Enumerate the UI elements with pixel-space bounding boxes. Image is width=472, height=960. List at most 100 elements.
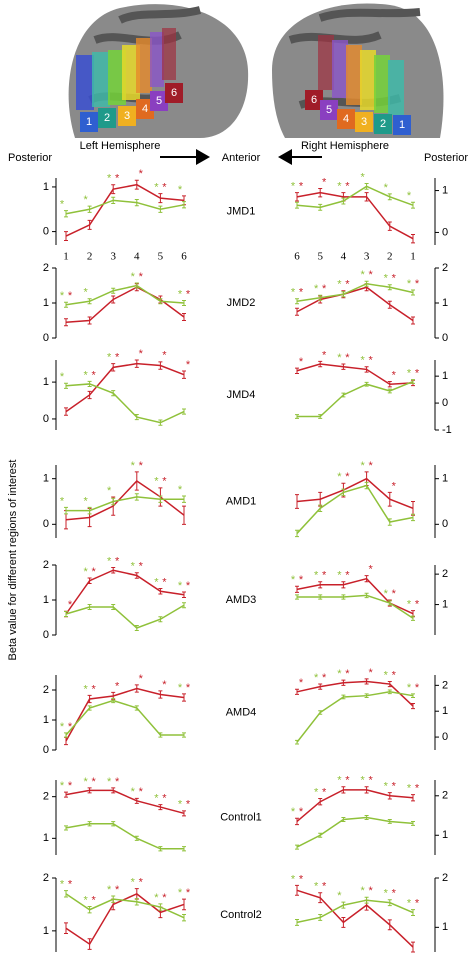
region-box <box>305 90 323 110</box>
significance-star: * <box>392 781 397 793</box>
error-bar <box>364 693 369 698</box>
error-bar <box>387 899 392 907</box>
error-bar <box>341 363 346 370</box>
significance-star: * <box>360 775 365 787</box>
significance-star: * <box>314 881 319 893</box>
x-tick-label: 6 <box>181 251 187 263</box>
significance-star: * <box>131 786 136 798</box>
significance-star: * <box>60 495 65 507</box>
significance-star: * <box>178 184 183 196</box>
significance-star: * <box>322 349 327 361</box>
error-bar <box>295 817 299 826</box>
error-bar <box>111 295 116 304</box>
error-bar <box>87 787 92 794</box>
series-line <box>296 789 414 823</box>
y-tick-label: 2 <box>442 568 448 580</box>
significance-star: * <box>337 668 342 680</box>
significance-star: * <box>83 683 88 695</box>
significance-star: * <box>345 471 350 483</box>
significance-star: * <box>60 371 65 383</box>
error-bar <box>318 414 323 419</box>
error-bar <box>341 392 346 398</box>
significance-star: * <box>60 199 65 211</box>
significance-star: * <box>407 682 412 694</box>
significance-star: * <box>186 799 191 811</box>
error-bar <box>158 846 163 852</box>
significance-star: * <box>392 669 397 681</box>
significance-star: * <box>384 669 389 681</box>
y-tick-label: 1 <box>43 832 49 844</box>
significance-star: * <box>162 576 167 588</box>
significance-star: * <box>345 352 350 364</box>
significance-star: * <box>291 287 296 299</box>
error-bar <box>158 193 163 204</box>
significance-star: * <box>162 892 167 904</box>
significance-star: * <box>384 182 389 194</box>
error-bar <box>411 794 415 802</box>
error-bar <box>387 381 392 388</box>
significance-star: * <box>291 873 296 885</box>
error-bar <box>158 903 163 911</box>
error-bar <box>411 289 415 296</box>
significance-star: * <box>162 182 167 194</box>
error-bar <box>364 182 369 190</box>
significance-star: * <box>68 879 73 891</box>
error-bar <box>111 196 116 204</box>
x-tick-label: 5 <box>158 251 164 263</box>
error-bar <box>158 616 163 623</box>
y-tick-label: 0 <box>43 744 49 756</box>
error-bar <box>295 844 299 850</box>
significance-star: * <box>337 352 342 364</box>
significance-star: * <box>83 287 88 299</box>
significance-star: * <box>322 881 327 893</box>
error-bar <box>64 791 68 798</box>
region-label: 1 <box>86 116 92 128</box>
error-bar <box>411 820 415 826</box>
header-label: Left Hemisphere <box>80 140 161 152</box>
y-tick-label: 2 <box>442 790 448 802</box>
significance-star: * <box>139 673 144 685</box>
error-bar <box>158 419 163 426</box>
x-tick-label: 5 <box>317 251 323 263</box>
significance-star: * <box>91 369 96 381</box>
significance-star: * <box>299 873 304 885</box>
error-bar <box>87 380 92 388</box>
error-bar <box>134 898 139 906</box>
y-tick-label: 1 <box>43 594 49 606</box>
subject-label: JMD1 <box>227 205 256 217</box>
region-label: 4 <box>343 113 349 125</box>
significance-star: * <box>322 283 327 295</box>
significance-star: * <box>107 555 112 567</box>
significance-star: * <box>322 786 327 798</box>
significance-star: * <box>291 181 296 193</box>
error-bar <box>182 495 186 503</box>
region-label: 3 <box>361 116 367 128</box>
y-axis-label: Beta value for different regions of inte… <box>7 460 19 661</box>
significance-star: * <box>314 570 319 582</box>
significance-star: * <box>186 580 191 592</box>
region-label: 4 <box>142 103 148 115</box>
error-bar <box>87 938 92 950</box>
significance-star: * <box>299 806 304 818</box>
region-label: 6 <box>171 87 177 99</box>
error-bar <box>111 697 116 704</box>
y-tick-label: 1 <box>442 705 448 717</box>
error-bar <box>111 363 116 372</box>
error-bar <box>111 604 116 610</box>
error-bar <box>182 591 186 599</box>
y-tick-label: 0 <box>442 731 448 743</box>
error-bar <box>387 284 392 291</box>
region-box <box>337 109 355 129</box>
error-bar <box>134 493 139 501</box>
significance-star: * <box>407 190 412 202</box>
series-line <box>296 477 414 510</box>
significance-star: * <box>162 350 167 362</box>
error-bar <box>87 705 92 711</box>
significance-star: * <box>322 176 327 188</box>
error-bar <box>111 184 116 195</box>
error-bar <box>341 916 346 928</box>
significance-star: * <box>60 780 65 792</box>
error-bar <box>182 300 186 306</box>
significance-star: * <box>384 273 389 285</box>
error-bar <box>134 684 139 693</box>
